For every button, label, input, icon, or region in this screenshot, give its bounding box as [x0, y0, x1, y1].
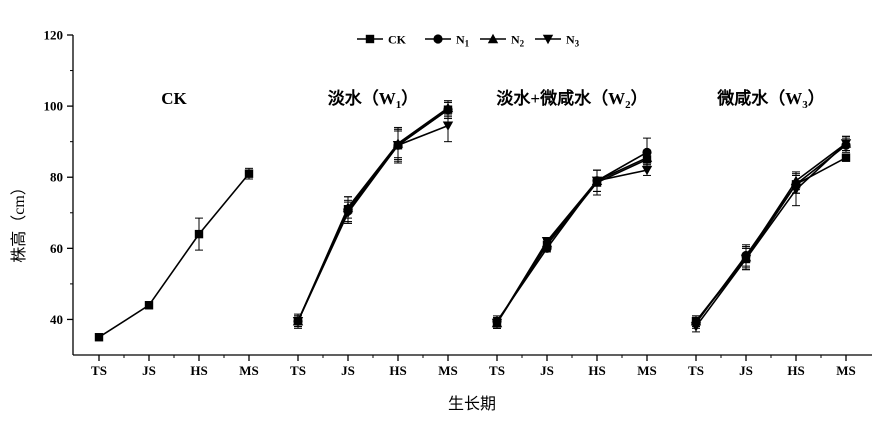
data-point — [491, 318, 503, 329]
panel-title: CK — [161, 89, 187, 108]
panel-title: 淡水（W1） — [328, 88, 419, 111]
series-N2 — [491, 150, 653, 329]
y-tick-label: 100 — [44, 99, 64, 114]
legend-item: N1 — [425, 33, 470, 49]
x-tick-label: TS — [688, 363, 704, 378]
data-point — [244, 169, 254, 178]
legend-marker — [542, 34, 554, 45]
series-CK — [293, 100, 453, 329]
data-point — [342, 208, 354, 218]
data-point — [591, 176, 603, 186]
panel-3: TS JS HS MS 淡水+微咸水（W2） — [489, 88, 657, 378]
x-axis-title: 生长期 — [448, 395, 496, 413]
series-line — [695, 142, 847, 322]
x-tick-label: TS — [489, 363, 505, 378]
data-point — [94, 333, 104, 342]
legend-item: CK — [357, 33, 407, 47]
x-tick-label: TS — [91, 363, 107, 378]
data-point — [292, 317, 304, 327]
x-tick-label: MS — [438, 363, 458, 378]
series-CK — [492, 151, 652, 329]
series-line — [297, 109, 449, 322]
legend-marker — [487, 33, 499, 44]
x-tick-label: JS — [739, 363, 753, 378]
x-tick-label: HS — [787, 363, 804, 378]
x-tick-label: JS — [540, 363, 554, 378]
series-N3 — [491, 164, 653, 329]
data-point — [840, 139, 852, 149]
x-tick-label: MS — [836, 363, 856, 378]
series-line — [496, 169, 648, 324]
y-tick-label: 40 — [50, 312, 63, 327]
series-CK — [94, 167, 254, 342]
data-point — [144, 301, 154, 310]
legend-label: N3 — [566, 33, 580, 49]
legend-label: CK — [388, 33, 407, 47]
legend: CK N1 N2 N3 — [357, 33, 580, 49]
x-tick-label: JS — [341, 363, 355, 378]
data-point — [841, 153, 851, 162]
panel-1: TS JS HS MS CK — [91, 89, 259, 378]
panel-title: 淡水+微咸水（W2） — [496, 88, 647, 111]
y-tick-label: 60 — [50, 241, 63, 256]
x-tick-label: HS — [190, 363, 207, 378]
series-N2 — [690, 135, 852, 328]
series-line — [297, 124, 449, 322]
y-axis-title: 株高（cm） — [10, 179, 28, 263]
legend-label: N2 — [511, 33, 525, 49]
data-point — [690, 322, 702, 332]
data-point — [740, 254, 752, 265]
series-N3 — [292, 109, 454, 328]
legend-item: N3 — [535, 33, 580, 49]
series-line — [297, 107, 449, 322]
y-tick-label: 120 — [44, 28, 64, 43]
legend-item: N2 — [480, 33, 525, 49]
data-point — [392, 141, 404, 151]
series-line — [98, 173, 250, 338]
panel-title: 微咸水（W3） — [716, 88, 825, 111]
series-N2 — [292, 100, 454, 328]
series-N1 — [293, 102, 453, 328]
panels-group: TS JS HS MS CK TS JS HS MS 淡水（W1） TS JS HS MS 淡水+微咸水（W… — [91, 88, 856, 378]
x-tick-label: HS — [389, 363, 406, 378]
data-point — [790, 185, 802, 195]
legend-label: N1 — [456, 33, 470, 49]
data-point — [641, 165, 653, 176]
legend-marker — [365, 34, 375, 44]
panel-2: TS JS HS MS 淡水（W1） — [290, 88, 458, 378]
x-tick-label: TS — [290, 363, 306, 378]
data-point — [541, 237, 553, 247]
y-tick-label: 80 — [50, 170, 63, 185]
legend-marker — [433, 34, 443, 44]
axes-group: 40 60 80 100 120 — [44, 28, 872, 356]
series-line — [496, 158, 648, 324]
data-point — [641, 152, 653, 162]
x-tick-label: MS — [637, 363, 657, 378]
series-line — [496, 156, 648, 324]
series-line — [695, 142, 847, 328]
x-tick-label: JS — [142, 363, 156, 378]
series-N3 — [690, 135, 852, 333]
x-tick-label: MS — [239, 363, 259, 378]
data-point — [442, 121, 454, 131]
series-line — [496, 151, 648, 322]
x-tick-label: HS — [588, 363, 605, 378]
data-point — [194, 229, 204, 239]
series-line — [297, 109, 449, 322]
panel-4: TS JS HS MS 微咸水（W3） — [688, 88, 856, 378]
